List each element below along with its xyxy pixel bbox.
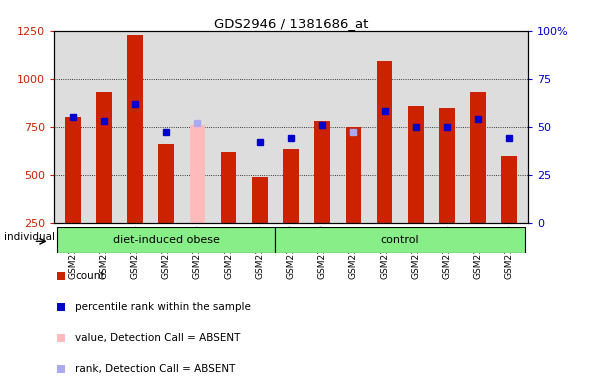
Text: control: control [381,235,419,245]
Bar [57,227,275,253]
Bar [502,156,517,223]
Title: GDS2946 / 1381686_at: GDS2946 / 1381686_at [214,17,368,30]
Bar [408,106,424,223]
Bar [346,127,361,223]
Bar [252,177,268,223]
Text: percentile rank within the sample: percentile rank within the sample [76,302,251,312]
Text: value, Detection Call = ABSENT: value, Detection Call = ABSENT [76,333,241,343]
Bar [314,121,330,223]
Text: count: count [76,271,105,281]
Text: rank, Detection Call = ABSENT: rank, Detection Call = ABSENT [76,364,236,374]
Text: individual: individual [4,232,55,242]
Text: diet-induced obese: diet-induced obese [113,235,220,245]
Bar [377,61,392,223]
Bar [190,125,205,223]
Bar [439,108,455,223]
Bar [221,152,236,223]
Bar [65,117,80,223]
Bar [158,144,174,223]
Bar [127,35,143,223]
Bar [283,149,299,223]
Bar [470,92,486,223]
Bar [96,92,112,223]
Bar [275,227,525,253]
